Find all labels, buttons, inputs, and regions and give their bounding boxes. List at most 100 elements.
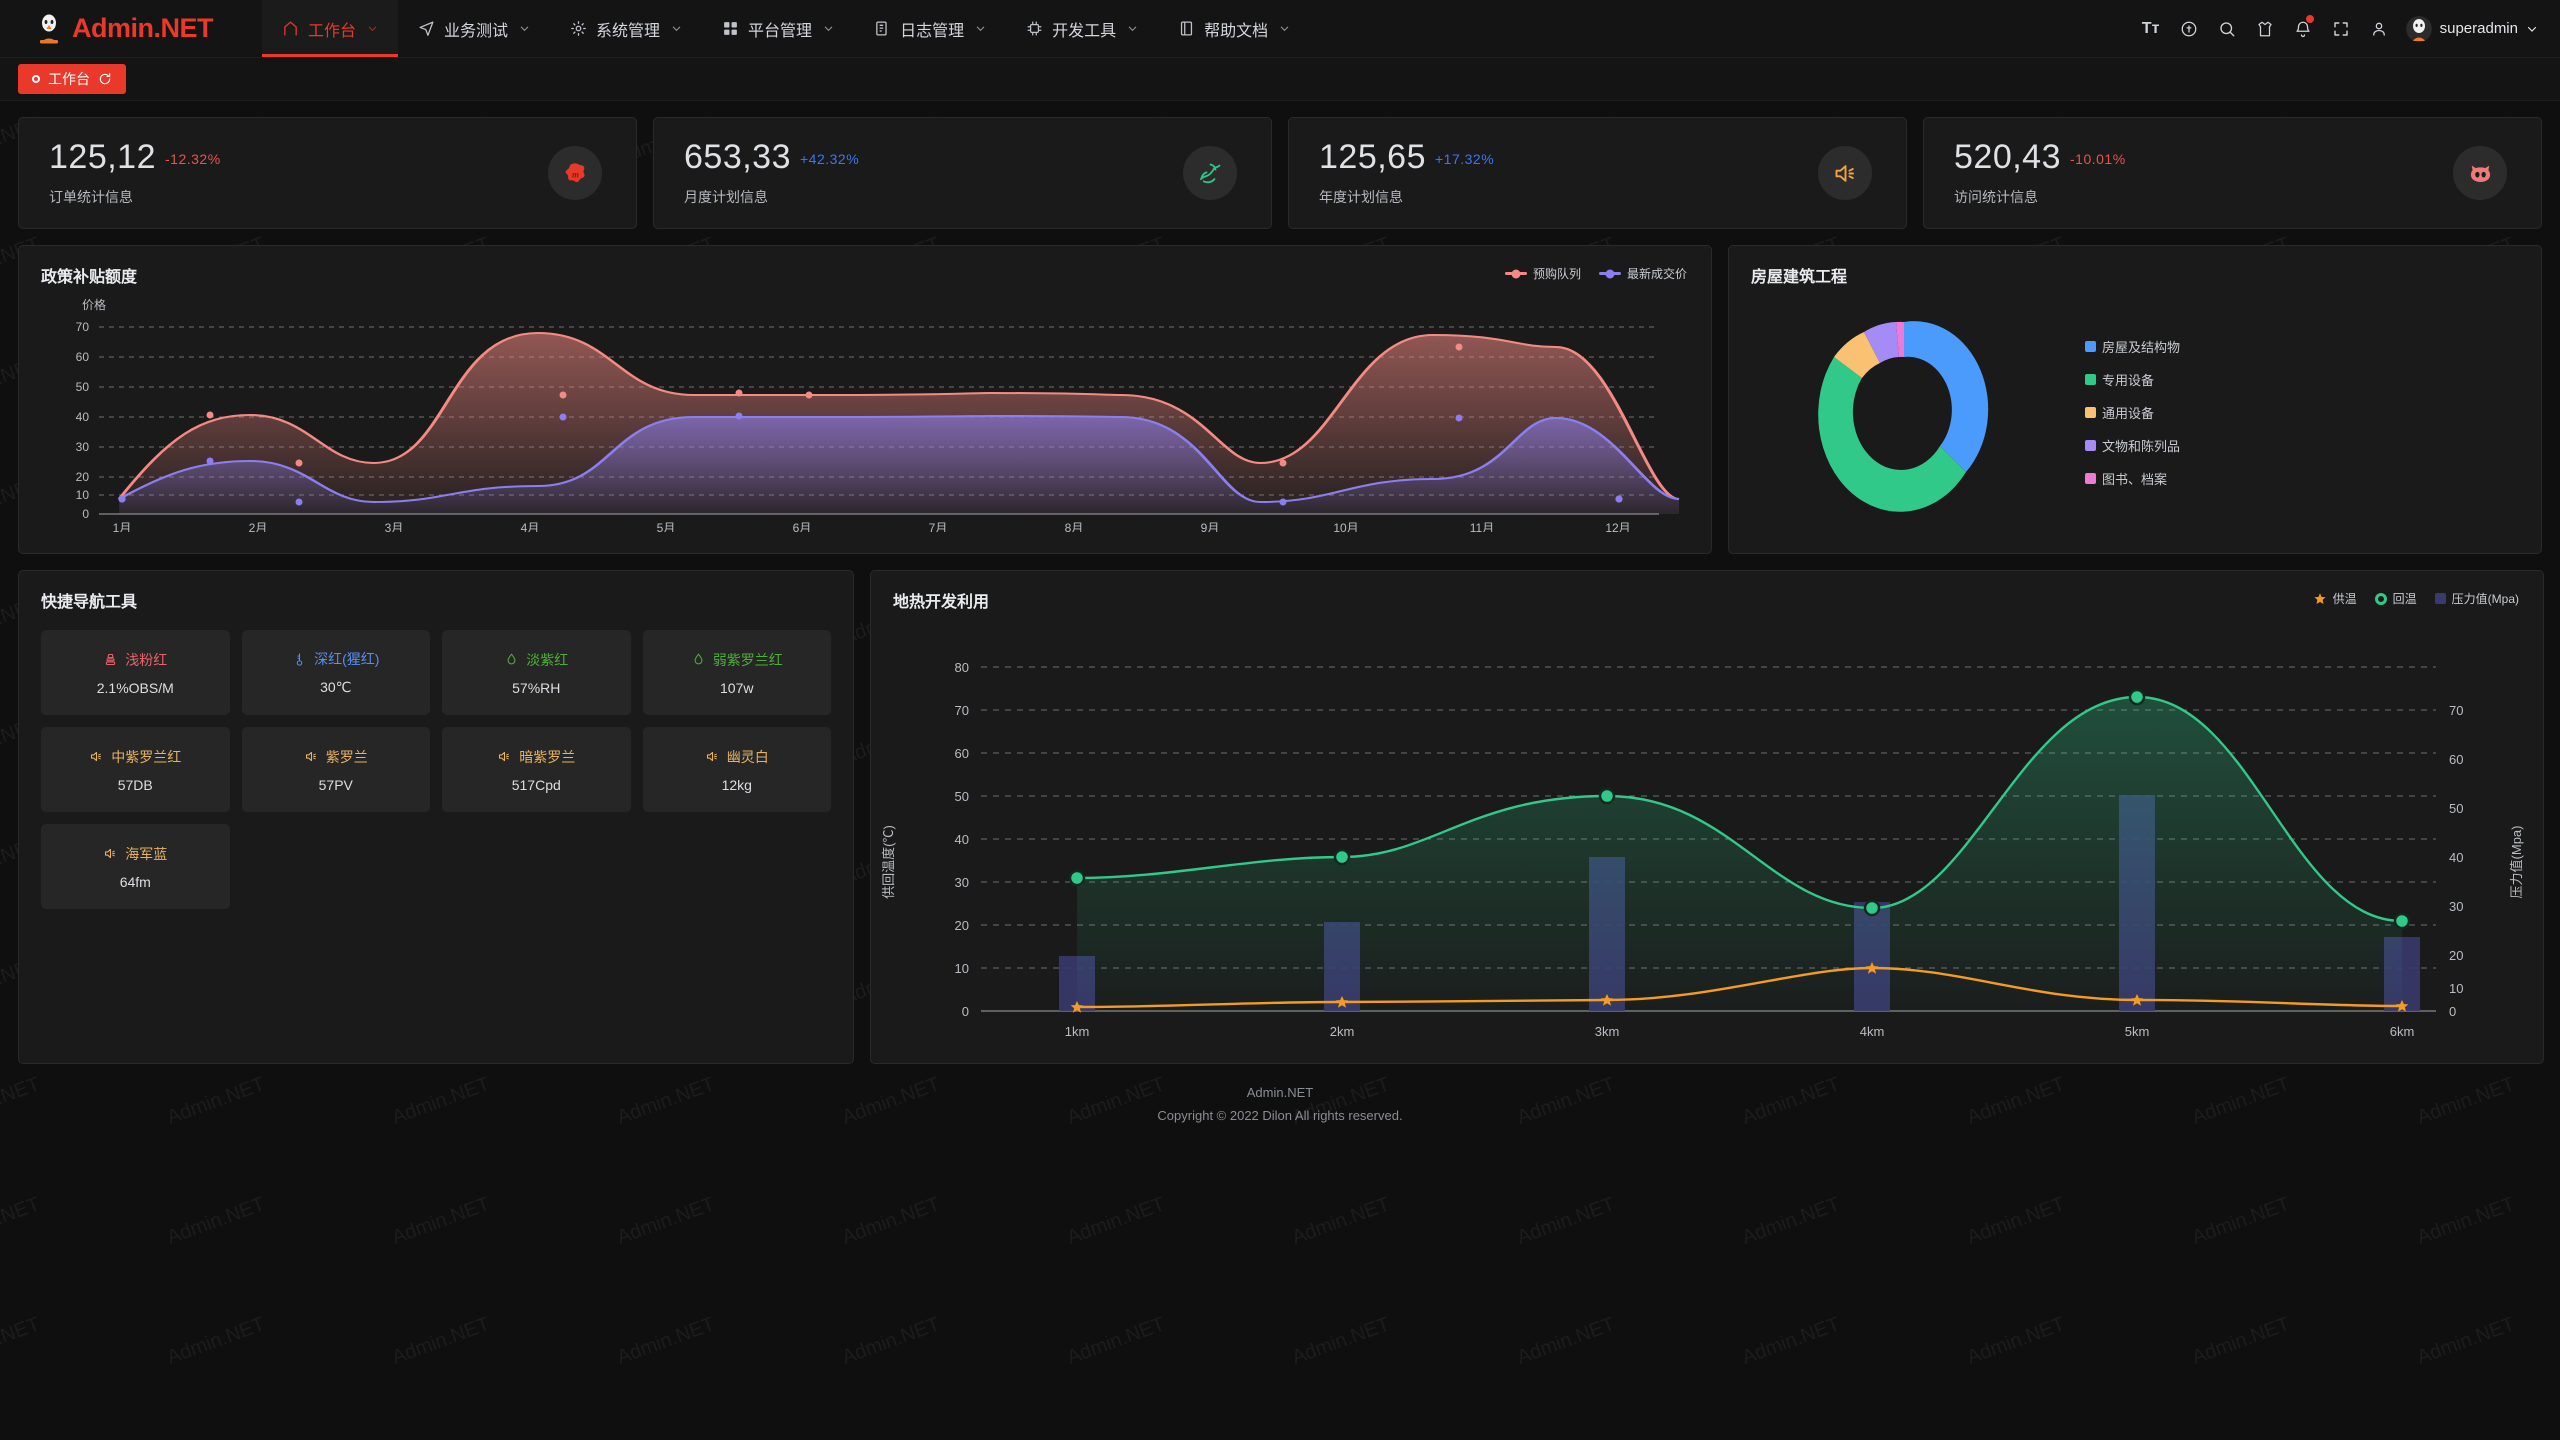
refresh-icon[interactable] <box>98 72 112 86</box>
nav-item-log-management[interactable]: 日志管理 <box>854 0 1006 57</box>
chevron-down-icon <box>520 26 529 32</box>
quick-nav-value: 517Cpd <box>511 776 561 793</box>
font-size-icon[interactable]: Tт <box>2132 0 2170 58</box>
series-points-supply-temp <box>1070 962 2409 1013</box>
stat-card-annual-plan[interactable]: 125,65 +17.32% 年度计划信息 <box>1288 117 1907 229</box>
svg-text:2月: 2月 <box>249 521 268 532</box>
donut-slice-structures[interactable] <box>1904 321 1989 472</box>
legend-item-special-equipment[interactable]: 专用设备 <box>2085 370 2180 389</box>
legend-item-preorder[interactable]: 预购队列 <box>1504 265 1581 282</box>
nav-item-help-docs[interactable]: 帮助文档 <box>1158 0 1310 57</box>
watermark-text: Admin.NET <box>839 1193 943 1249</box>
geothermal-chart-title: 地热开发利用 <box>893 594 990 611</box>
user-menu[interactable]: superadmin <box>2398 15 2538 42</box>
quick-nav-item-crimson[interactable]: 深红(猩红) 30℃ <box>241 630 430 715</box>
dashboard-body: 125,12 -12.32% 订单统计信息 m 653,33 +42.32% 月度计… <box>0 101 2560 1064</box>
quick-nav-item-head: 中紫罗兰红 <box>89 747 181 767</box>
nav-item-platform-management[interactable]: 平台管理 <box>702 0 854 57</box>
nav-item-workbench[interactable]: 工作台 <box>262 0 399 57</box>
charts-row-1: 政策补贴额度 预购队列 最新成交价 价格 <box>18 245 2542 554</box>
donut-slice-cultural-relics[interactable] <box>1864 322 1899 363</box>
stat-percent: -10.01% <box>2070 150 2126 167</box>
notification-badge <box>2305 14 2314 23</box>
nav-item-system-management[interactable]: 系统管理 <box>550 0 702 57</box>
document-icon <box>876 21 887 36</box>
legend-item-structures[interactable]: 房屋及结构物 <box>2085 337 2180 356</box>
watermark-text: Admin.NET <box>164 1193 268 1249</box>
speaker-icon <box>1835 164 1854 182</box>
legend-swatch-icon <box>2085 373 2096 385</box>
nav-item-business-test[interactable]: 业务测试 <box>398 0 550 57</box>
quick-nav-item-violet[interactable]: 紫罗兰 57PV <box>241 727 430 812</box>
svg-text:0: 0 <box>962 1004 969 1019</box>
stat-icon-container: m <box>548 146 602 200</box>
gear-icon <box>571 21 586 36</box>
legend-item-pressure[interactable]: 压力值(Mpa) <box>2434 590 2519 607</box>
grid-icon <box>724 22 737 35</box>
stat-card-orders-text: 125,12 -12.32% 订单统计信息 <box>49 140 221 207</box>
quick-nav-label: 淡紫红 <box>526 651 569 668</box>
tab-workbench[interactable]: 工作台 <box>18 64 126 94</box>
watermark-text: Admin.NET <box>389 1193 493 1249</box>
chevron-down-icon <box>1280 26 1289 32</box>
shirt-icon[interactable] <box>2246 0 2284 58</box>
quick-nav-item-weak-violet-red[interactable]: 弱紫罗兰红 107w <box>642 630 831 715</box>
watermark-text: Admin.NET <box>164 1313 268 1369</box>
quick-nav-label: 浅粉红 <box>125 651 168 668</box>
tower-icon <box>106 653 116 666</box>
series-line-latest-price <box>118 414 1680 504</box>
watermark-text: Admin.NET <box>1964 1193 2068 1249</box>
legend-item-supply-temp[interactable]: 供温 <box>2313 590 2357 607</box>
fullscreen-icon[interactable] <box>2322 0 2360 58</box>
stat-card-visits[interactable]: 520,43 -10.01% 访问统计信息 <box>1923 117 2542 229</box>
legend-item-books-archives[interactable]: 图书、档案 <box>2085 469 2180 488</box>
quick-nav-item-medium-violet-red[interactable]: 中紫罗兰红 57DB <box>41 727 230 812</box>
svg-text:10: 10 <box>2449 981 2463 996</box>
nav-label-help-docs: 帮助文档 <box>1204 22 1269 40</box>
legend-swatch-icon <box>2085 340 2096 352</box>
legend-item-cultural-relics[interactable]: 文物和陈列品 <box>2085 436 2180 455</box>
legend-item-return-temp[interactable]: 回温 <box>2374 590 2417 607</box>
quick-nav-item-navy-blue[interactable]: 海军蓝 64fm <box>41 824 230 909</box>
chart-ylabel: 供回温度(℃) <box>881 825 896 899</box>
quick-nav-value: 107w <box>720 679 754 696</box>
fullscreen-glyph-icon <box>2333 21 2348 36</box>
quick-nav-tools-panel: 快捷导航工具 浅粉红 2.1%OBS/M <box>18 570 854 1064</box>
geothermal-line-chart[interactable]: 供回温度(℃) 压力值(Mpa) 80 70 60 50 40 30 20 10 0 <box>871 612 2543 1042</box>
policy-subsidy-chart-panel: 政策补贴额度 预购队列 最新成交价 价格 <box>18 245 1712 554</box>
svg-text:6月: 6月 <box>793 521 812 532</box>
quick-nav-item-light-pink[interactable]: 浅粉红 2.1%OBS/M <box>41 630 230 715</box>
stat-card-monthly-plan[interactable]: 653,33 +42.32% 月度计划信息 <box>653 117 1272 229</box>
quick-nav-item-head: 幽灵白 <box>705 747 769 767</box>
chart-y-tick-labels: 80 70 60 50 40 30 20 10 0 <box>955 660 969 1019</box>
chart-x-tick-labels: 1月 2月 3月 4月 5月 6月 7月 8月 9月 10月 11月 12月 <box>113 521 1631 532</box>
donut-slice-general-equipment[interactable] <box>1834 332 1880 378</box>
legend-item-latest-price[interactable]: 最新成交价 <box>1598 265 1687 282</box>
droplet-icon <box>507 653 516 665</box>
stat-card-orders[interactable]: 125,12 -12.32% 订单统计信息 m <box>18 117 637 229</box>
svg-text:30: 30 <box>2449 899 2463 914</box>
svg-text:20: 20 <box>2449 948 2463 963</box>
legend-swatch-icon <box>2434 593 2446 604</box>
quick-nav-item-pale-violet-red[interactable]: 淡紫红 57%RH <box>442 630 631 715</box>
bell-icon[interactable] <box>2284 0 2322 58</box>
policy-subsidy-area-chart[interactable]: 价格 70 60 50 40 30 20 10 0 <box>19 287 1711 532</box>
nav-label-business-test: 业务测试 <box>444 22 509 40</box>
search-icon[interactable] <box>2208 0 2246 58</box>
quick-nav-item-ghost-white[interactable]: 幽灵白 12kg <box>642 727 831 812</box>
legend-item-general-equipment[interactable]: 通用设备 <box>2085 403 2180 422</box>
tab-strip: 工作台 <box>0 58 2560 101</box>
user-icon[interactable] <box>2360 0 2398 58</box>
speaker-icon <box>305 751 316 762</box>
donut-slice-special-equipment[interactable] <box>1818 357 1966 512</box>
building-engineering-donut-chart[interactable] <box>1729 287 2079 537</box>
donut-slice-books-archives[interactable] <box>1896 321 1904 357</box>
quick-nav-item-dark-violet[interactable]: 暗紫罗兰 517Cpd <box>442 727 631 812</box>
theme-icon[interactable] <box>2170 0 2208 58</box>
stat-label: 访问统计信息 <box>1954 188 2038 205</box>
svg-text:5月: 5月 <box>657 521 676 532</box>
nav-label-workbench: 工作台 <box>308 22 357 40</box>
nav-item-dev-tools[interactable]: 开发工具 <box>1006 0 1158 57</box>
quick-nav-label: 深红(猩红) <box>314 651 380 667</box>
brand-logo-area[interactable]: Admin.NET <box>0 0 262 57</box>
